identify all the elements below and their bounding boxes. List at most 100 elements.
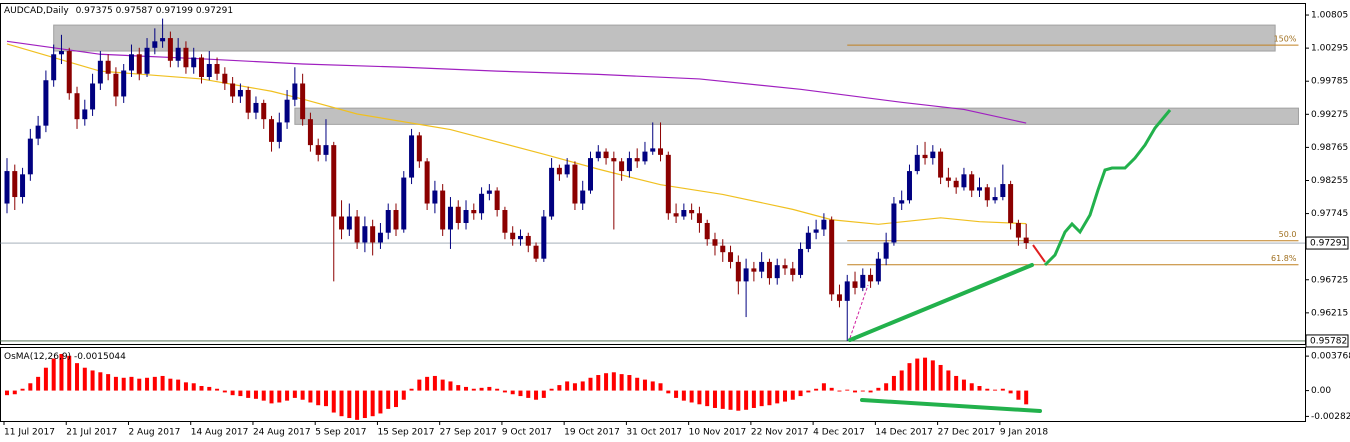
candle-body	[720, 245, 726, 253]
zone	[53, 24, 1276, 52]
histogram-bar	[884, 383, 889, 391]
histogram-bar	[199, 386, 204, 391]
x-tick-label: 9 Oct 2017	[502, 428, 552, 438]
y-tick-label: -0.002823	[1311, 412, 1350, 422]
histogram-bar	[751, 390, 756, 408]
candle-body	[393, 210, 399, 230]
histogram-bar	[712, 390, 717, 408]
histogram-bar	[806, 390, 811, 393]
x-tick-label: 24 Aug 2017	[253, 428, 311, 438]
histogram-bar	[425, 376, 430, 391]
candle-body	[759, 261, 765, 272]
candle-body	[292, 83, 298, 100]
histogram-bar	[650, 381, 655, 391]
histogram-bar	[5, 390, 9, 396]
histogram-bar	[113, 376, 118, 391]
candle-body	[152, 41, 158, 48]
histogram-bar	[736, 390, 741, 411]
candle-body	[704, 222, 710, 240]
histogram-bar	[1024, 390, 1029, 405]
histogram-bar	[790, 390, 795, 400]
histogram-bar	[845, 389, 850, 391]
candle-body	[401, 177, 407, 230]
candle-body	[175, 47, 181, 61]
indicator: OsMA(12,26,9)	[4, 352, 71, 362]
candle-body	[533, 245, 539, 259]
candle-body	[798, 248, 804, 275]
candle-body	[43, 80, 49, 126]
candle-body	[611, 158, 617, 162]
fib-label: 61.8%	[1271, 254, 1297, 263]
candle-body	[696, 213, 702, 223]
candle-body	[471, 210, 477, 214]
histogram-bar	[59, 353, 64, 391]
candle-body	[619, 161, 625, 172]
candle-body	[813, 229, 819, 233]
osma-trend-line	[860, 398, 1042, 413]
osma-panel	[0, 347, 1306, 422]
histogram-bar	[487, 386, 492, 391]
candle-body	[346, 216, 352, 230]
histogram-bar	[20, 388, 25, 391]
histogram-bar	[215, 388, 220, 391]
histogram-bar	[689, 390, 694, 403]
histogram-bar	[479, 387, 484, 391]
candle-body	[416, 135, 422, 162]
candle-body	[836, 294, 842, 301]
y-tick-label: 0.96215	[1311, 308, 1348, 318]
candle-body	[751, 268, 757, 272]
histogram-bar	[394, 390, 398, 408]
y-tick-label: 0.98765	[1311, 143, 1348, 153]
candle-body	[230, 83, 236, 97]
candle-body	[455, 206, 461, 223]
candle-body	[549, 167, 555, 217]
fib-label: 150%	[1274, 35, 1297, 44]
candle-body	[564, 164, 570, 175]
histogram-bar	[106, 374, 111, 391]
candle-body	[377, 232, 383, 243]
histogram-bar	[432, 375, 437, 391]
plot: 1.00805 1.00295 0.99785 0.99275 0.98765 0.982…	[0, 11, 1350, 438]
histogram-bar	[67, 355, 72, 391]
candle-body	[728, 252, 734, 262]
candle-body	[261, 102, 267, 120]
histogram-bar	[28, 383, 33, 391]
high: 0.97587	[116, 6, 153, 16]
histogram-bar	[347, 390, 352, 419]
candle-body	[1000, 184, 1006, 198]
candle-body	[572, 164, 578, 204]
candle-body	[479, 193, 485, 214]
candle-body	[440, 190, 446, 230]
x-tick-label: 21 Jul 2017	[66, 428, 117, 438]
candle-body	[525, 235, 531, 246]
candle-body	[144, 47, 150, 74]
x-tick-label: 15 Sep 2017	[377, 428, 434, 438]
candle-body	[517, 235, 523, 240]
histogram-bar	[12, 390, 17, 395]
price-tag	[1305, 334, 1349, 348]
low: 0.97199	[156, 6, 193, 16]
candle-body	[712, 239, 718, 246]
histogram-bar	[1016, 390, 1021, 400]
histogram-bar	[697, 390, 702, 405]
candle-body	[556, 167, 562, 175]
candle-body	[385, 210, 391, 233]
histogram-bar	[549, 388, 554, 391]
candle-body	[300, 83, 306, 120]
projection-down	[1032, 244, 1046, 263]
candle-body	[844, 281, 850, 301]
x-tick-label: 11 Jul 2017	[4, 428, 55, 438]
candle-body	[105, 60, 111, 74]
histogram-bar	[946, 370, 951, 391]
histogram-bar	[75, 363, 80, 391]
histogram-bar	[355, 390, 360, 420]
candle-body	[269, 119, 275, 142]
histogram-bar	[767, 390, 772, 406]
histogram-bar	[409, 388, 414, 391]
histogram-bar	[145, 377, 150, 391]
histogram-bar	[899, 370, 904, 391]
histogram-bar	[36, 376, 41, 391]
histogram-bar	[362, 390, 367, 419]
histogram-bar	[471, 388, 476, 391]
candle-body	[486, 190, 492, 194]
